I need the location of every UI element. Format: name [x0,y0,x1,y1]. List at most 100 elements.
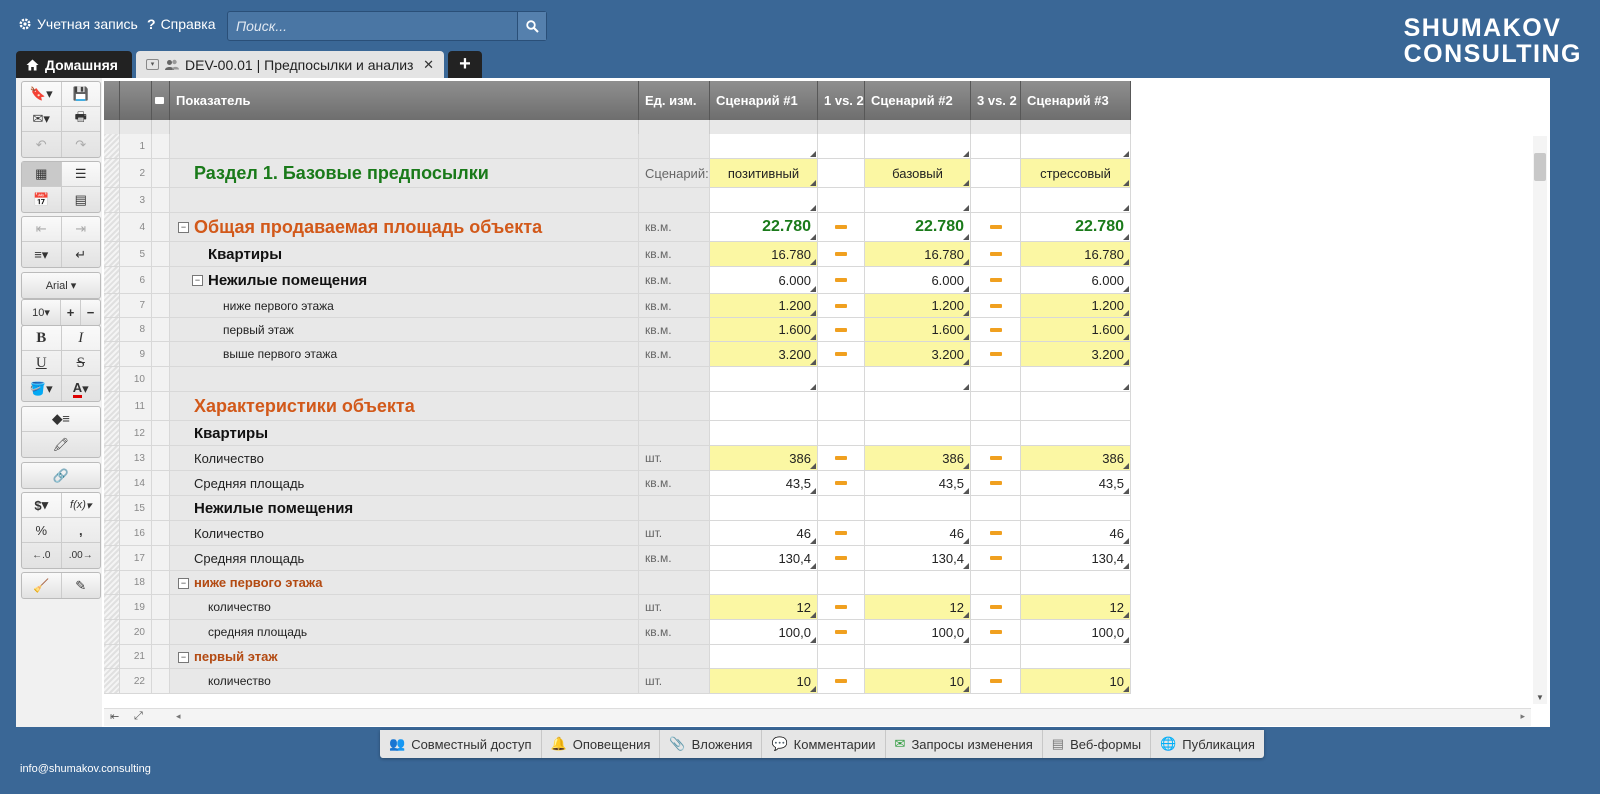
scenario-3-cell[interactable]: 1.600 [1021,318,1131,341]
compare-3-vs-2-cell[interactable] [971,645,1021,668]
help-link[interactable]: ? Справка [147,16,215,32]
scroll-left-icon[interactable]: ◂ [176,711,181,721]
compare-3-vs-2-cell[interactable] [971,496,1021,520]
scenario-3-cell[interactable] [1021,392,1131,420]
compare-1-vs-2-cell[interactable] [818,242,865,266]
indicator-cell[interactable]: − ниже первого этажа [170,571,639,594]
web-forms-button[interactable]: ▤ Веб-формы [1043,730,1152,758]
decrease-decimal-button[interactable]: ← .0 [22,543,62,568]
compare-1-vs-2-cell[interactable] [818,392,865,420]
compare-3-vs-2-cell[interactable] [971,620,1021,644]
scenario-2-cell[interactable]: 6.000 [865,267,971,293]
grid-view-icon[interactable]: ▦ [22,162,62,187]
header-comments[interactable] [152,81,170,120]
row-comment-cell[interactable] [152,188,170,212]
scenario-1-cell[interactable] [710,571,818,594]
indicator-cell[interactable]: ниже первого этажа [170,294,639,317]
row-drag-handle[interactable] [104,213,120,241]
indicator-cell[interactable] [170,134,639,158]
compare-3-vs-2-cell[interactable] [971,367,1021,391]
header-scenario-3[interactable]: Сценарий #3 [1021,81,1131,120]
row-drag-handle[interactable] [104,595,120,619]
compare-3-vs-2-cell[interactable] [971,546,1021,570]
scenario-3-cell[interactable] [1021,645,1131,668]
unit-cell[interactable]: кв.м. [639,620,710,644]
horizontal-scrollbar[interactable]: ⇤ ⤢ ◂ ▸ [104,708,1531,726]
compare-3-vs-2-cell[interactable] [971,342,1021,366]
compare-3-vs-2-cell[interactable] [971,318,1021,341]
unit-cell[interactable]: кв.м. [639,342,710,366]
row-drag-handle[interactable] [104,267,120,293]
clear-format-icon[interactable]: 🧹 [22,573,62,598]
increase-decimal-button[interactable]: .00 → [68,550,93,561]
publish-button[interactable]: 🌐 Публикация [1151,730,1264,758]
row-drag-handle[interactable] [104,471,120,495]
unit-cell[interactable]: кв.м. [639,294,710,317]
scenario-1-cell[interactable]: 130,4 [710,546,818,570]
table-row[interactable]: 3 [104,188,1131,213]
table-row[interactable]: 1 [104,134,1131,159]
unit-cell[interactable] [639,134,710,158]
compare-1-vs-2-cell[interactable] [818,159,865,187]
row-drag-handle[interactable] [104,571,120,594]
indicator-cell[interactable]: средняя площадь [170,620,639,644]
scenario-3-cell[interactable]: 3.200 [1021,342,1131,366]
close-icon[interactable]: ✕ [423,56,434,72]
compare-1-vs-2-cell[interactable] [818,669,865,693]
row-comment-cell[interactable] [152,294,170,317]
scenario-3-cell[interactable] [1021,496,1131,520]
indicator-cell[interactable] [170,367,639,391]
update-requests-button[interactable]: ✉ Запросы изменения [886,730,1043,758]
scenario-1-cell[interactable] [710,188,818,212]
collapse-toggle-icon[interactable]: − [178,577,189,589]
compare-3-vs-2-cell[interactable] [971,595,1021,619]
row-drag-handle[interactable] [104,318,120,341]
table-row[interactable]: 14 Средняя площадь кв.м. 43,5 43,5 43,5 [104,471,1131,496]
scenario-2-cell[interactable]: 1.600 [865,318,971,341]
scenario-3-cell[interactable]: 22.780 [1021,213,1131,241]
row-drag-handle[interactable] [104,446,120,470]
row-comment-cell[interactable] [152,471,170,495]
collapse-toggle-icon[interactable]: − [178,651,189,663]
compare-3-vs-2-cell[interactable] [971,521,1021,545]
indicator-cell[interactable]: Раздел 1. Базовые предпосылки [170,159,639,187]
row-drag-handle[interactable] [104,645,120,668]
font-size-select[interactable]: 10 ▾ [22,300,61,325]
scenario-3-cell[interactable]: 1.200 [1021,294,1131,317]
row-drag-handle[interactable] [104,392,120,420]
row-drag-handle[interactable] [104,367,120,391]
add-tab-button[interactable]: + [448,51,482,78]
unit-cell[interactable]: Сценарий: [639,159,710,187]
function-button[interactable]: f(x) ▾ [61,493,100,518]
compare-1-vs-2-cell[interactable] [818,294,865,317]
table-row[interactable]: 12 Квартиры [104,421,1131,446]
compare-1-vs-2-cell[interactable] [818,342,865,366]
table-row[interactable]: 19 количество шт. 12 12 12 [104,595,1131,620]
unit-cell[interactable]: шт. [639,521,710,545]
vertical-scroll-thumb[interactable] [1534,153,1546,181]
scenario-3-cell[interactable] [1021,134,1131,158]
bookmark-icon[interactable]: 🔖▾ [22,82,62,107]
indicator-cell[interactable]: Нежилые помещения [170,496,639,520]
scenario-3-cell[interactable]: 16.780 [1021,242,1131,266]
indicator-cell[interactable]: Средняя площадь [170,546,639,570]
compare-3-vs-2-cell[interactable] [971,471,1021,495]
indicator-cell[interactable]: Квартиры [170,242,639,266]
scenario-2-cell[interactable] [865,392,971,420]
format-painter-icon[interactable]: ✎ [75,577,87,593]
row-comment-cell[interactable] [152,242,170,266]
compare-3-vs-2-cell[interactable] [971,213,1021,241]
link-icon[interactable]: 🔗 [52,467,70,483]
scenario-1-cell[interactable]: 46 [710,521,818,545]
scroll-right-icon[interactable]: ▸ [1520,711,1525,721]
row-comment-cell[interactable] [152,669,170,693]
row-drag-handle[interactable] [104,546,120,570]
scenario-3-cell[interactable]: 100,0 [1021,620,1131,644]
indicator-cell[interactable]: количество [170,595,639,619]
font-decrease-button[interactable]: − [86,305,95,320]
row-drag-handle[interactable] [104,134,120,158]
font-name-select[interactable]: Arial ▾ [45,279,77,293]
unit-cell[interactable] [639,392,710,420]
scenario-2-cell[interactable]: 130,4 [865,546,971,570]
indicator-cell[interactable]: Квартиры [170,421,639,445]
